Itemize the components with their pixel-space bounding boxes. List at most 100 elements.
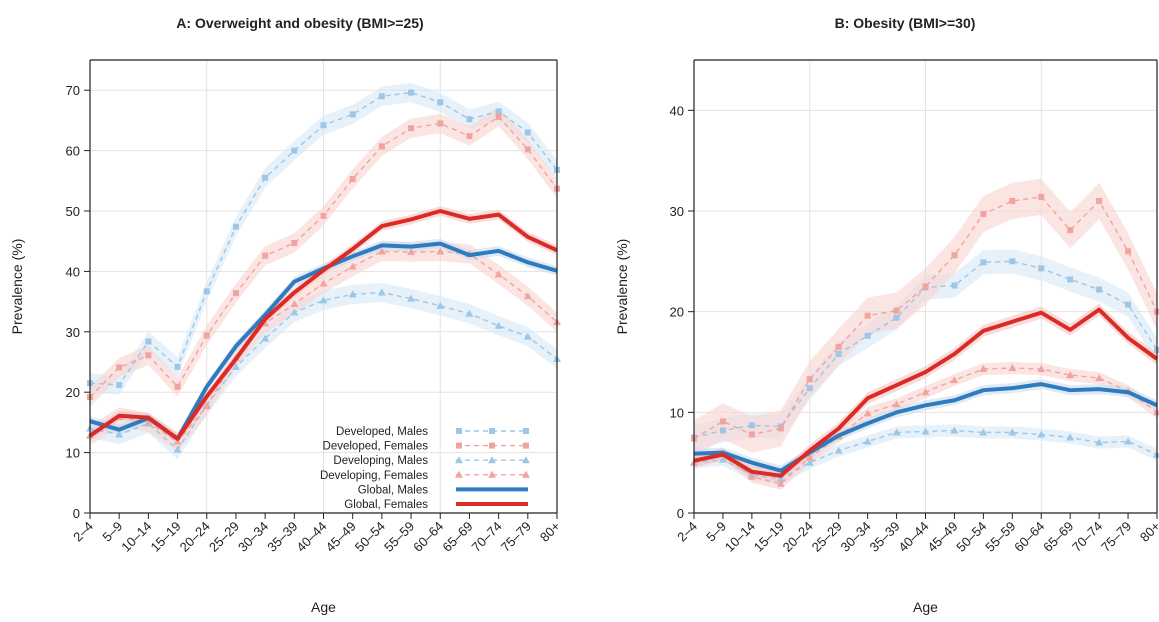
point-developing-females	[1066, 371, 1075, 379]
series-line-global-males	[693, 382, 1158, 473]
band-global-females	[90, 206, 557, 444]
x-tick-label: 20–24	[177, 519, 213, 555]
x-tick-label: 65–69	[439, 519, 475, 555]
legend-label-developed-males: Developed, Males	[336, 426, 428, 438]
point-developing-males	[436, 301, 445, 309]
point-developing-males	[231, 362, 240, 370]
series-line-global-females	[693, 307, 1159, 478]
legend-marker	[523, 428, 529, 434]
point-developing-males	[523, 332, 532, 340]
point-developed-females	[408, 125, 415, 132]
y-tick-label: 10	[670, 405, 684, 420]
point-developing-females	[747, 472, 756, 480]
point-developed-females	[378, 143, 385, 150]
point-developing-females	[348, 262, 357, 270]
x-tick-label: 35–39	[264, 519, 300, 555]
x-tick-label: 10–14	[722, 519, 758, 555]
x-tick-label: 2–4	[674, 519, 700, 545]
point-developing-females	[144, 418, 153, 426]
point-developing-males	[1037, 430, 1046, 438]
point-developing-males	[863, 437, 872, 445]
point-developing-males	[407, 294, 416, 302]
point-developing-females	[1008, 364, 1017, 372]
point-developed-females	[806, 376, 813, 383]
point-developed-males	[1067, 276, 1074, 283]
x-tick-label: 15–19	[751, 519, 787, 555]
point-developing-males	[290, 308, 299, 316]
x-tick-label: 2–4	[70, 519, 96, 545]
point-developed-females	[1009, 197, 1016, 204]
panel-b-title: B: Obesity (BMI>=30)	[835, 15, 976, 31]
x-tick-label: 60–64	[1011, 519, 1047, 555]
point-developing-males	[979, 428, 988, 436]
x-tick-label: 80+	[537, 519, 563, 545]
y-axis-label: Prevalence (%)	[614, 239, 630, 335]
y-tick-label: 40	[670, 103, 684, 118]
point-developed-females	[748, 431, 755, 438]
legend-label-global-males: Global, Males	[358, 484, 429, 496]
point-developed-females	[1096, 197, 1103, 204]
point-developed-males	[232, 223, 239, 230]
point-developing-females	[1037, 365, 1046, 373]
point-developing-males	[1008, 428, 1017, 436]
x-tick-label: 45–49	[323, 519, 359, 555]
panel-a-title: A: Overweight and obesity (BMI>=25)	[176, 15, 423, 31]
point-developing-males	[892, 428, 901, 436]
y-tick-label: 20	[66, 385, 80, 400]
point-developing-females	[290, 300, 299, 308]
x-tick-label: 10–14	[118, 519, 154, 555]
point-developed-males	[893, 314, 900, 321]
x-tick-label: 70–74	[469, 519, 505, 555]
point-developed-males	[864, 332, 871, 339]
x-tick-label: 40–44	[895, 519, 931, 555]
point-developed-males	[174, 363, 181, 370]
point-developed-females	[777, 425, 784, 432]
point-developed-males	[495, 108, 502, 115]
point-developing-females	[776, 479, 785, 487]
y-tick-label: 0	[677, 506, 684, 521]
point-developed-females	[349, 175, 356, 182]
legend-marker	[455, 470, 463, 478]
point-developing-females	[202, 402, 211, 410]
point-developing-females	[407, 248, 416, 256]
point-developing-males	[494, 321, 503, 329]
point-developing-females	[1095, 374, 1104, 382]
point-developing-males	[718, 455, 727, 463]
point-developed-males	[748, 422, 755, 429]
x-tick-label: 45–49	[924, 519, 960, 555]
legend-marker	[522, 456, 530, 464]
point-developed-males	[1125, 301, 1132, 308]
y-tick-label: 30	[66, 325, 80, 340]
x-tick-label: 80+	[1137, 519, 1159, 545]
x-axis-label: Age	[311, 599, 336, 615]
point-developed-males	[437, 99, 444, 106]
band-developed-females	[90, 107, 557, 407]
band-developed-males	[694, 249, 1157, 450]
x-tick-label: 75–79	[1098, 519, 1134, 555]
y-tick-label: 10	[66, 446, 80, 461]
panel-a: A: Overweight and obesity (BMI>=25) 0 10 20…	[9, 15, 563, 615]
point-developing-females	[377, 247, 386, 255]
point-developing-males	[173, 445, 182, 453]
point-developed-females	[320, 212, 327, 219]
y-tick-label: 70	[66, 83, 80, 98]
x-tick-label: 75–79	[498, 519, 534, 555]
point-developing-males	[1095, 438, 1104, 446]
point-developed-males	[524, 129, 531, 136]
x-tick-label: 20–24	[780, 519, 816, 555]
legend-label-developed-females: Developed, Females	[323, 441, 429, 453]
point-developed-males	[951, 282, 958, 289]
point-developing-males	[348, 290, 357, 298]
point-developing-males	[1124, 437, 1133, 445]
legend-marker	[522, 470, 530, 478]
point-developed-females	[719, 418, 726, 425]
y-axis-label: Prevalence (%)	[9, 239, 25, 335]
point-developed-males	[408, 89, 415, 96]
point-developed-females	[524, 146, 531, 153]
point-developed-females	[1125, 248, 1132, 255]
point-developing-males	[465, 309, 474, 317]
x-tick-label: 70–74	[1069, 519, 1105, 555]
point-developed-males	[291, 147, 298, 154]
point-developed-females	[835, 343, 842, 350]
